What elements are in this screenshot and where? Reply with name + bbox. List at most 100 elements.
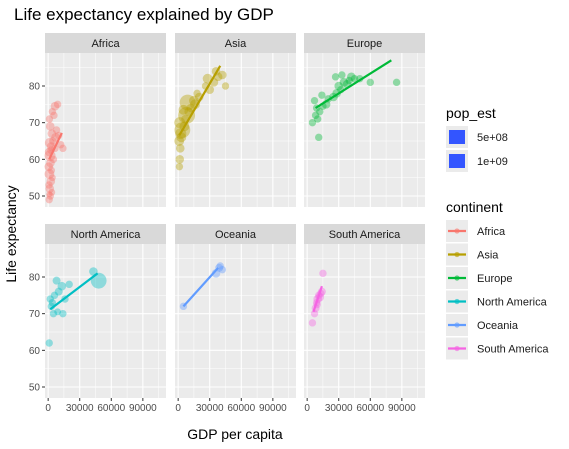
data-point [57,281,67,291]
x-tick-label: 90000 [259,403,287,414]
data-point [54,308,62,316]
data-point [218,70,227,80]
facet-panel: Europe [304,33,425,207]
data-point [47,166,56,175]
data-point [175,162,184,171]
y-tick-label: 70 [29,118,41,129]
data-point [313,115,322,123]
facet-strip-label: North America [71,229,142,241]
y-tick-label: 60 [29,155,41,166]
facet-strip-label: South America [329,229,401,241]
data-point [46,191,53,198]
trend-line [48,132,63,160]
data-point [175,144,185,153]
x-tick-label: 30000 [325,403,353,414]
x-tick-label: 60000 [227,403,255,414]
trend-line [178,65,222,137]
data-point [331,73,340,81]
data-point [190,99,200,110]
color-legend: continent Africa Asia Europe North America O… [446,199,549,360]
data-point [45,184,55,193]
data-point [48,298,57,307]
data-point [347,72,356,82]
color-legend-label: Africa [477,226,506,238]
facet-strip-label: Africa [91,38,120,50]
chart-title: Life expectancy explained by GDP [14,5,274,24]
data-point [178,104,189,115]
data-point [45,122,55,131]
data-point [46,177,56,186]
data-point [193,89,201,98]
data-point [46,192,54,200]
panel-background [175,53,296,207]
data-point [216,262,224,270]
data-point [54,287,63,296]
facet-strip-label: Oceania [215,229,257,241]
data-point [48,107,57,116]
x-tick-label: 60000 [356,403,384,414]
y-tick-label: 80 [29,273,41,284]
facet-panel: Oceania 0 30000 60000 90000 [175,224,296,414]
color-legend-point [454,251,460,258]
data-point [350,74,359,83]
data-point [47,129,57,138]
data-point [392,78,401,87]
data-point [189,95,199,106]
x-tick-label: 60000 [97,403,125,414]
facet-strip [304,33,425,53]
data-point [318,91,326,99]
data-point [59,309,67,318]
facet-panel: Africa 50 60 70 80 [29,33,166,207]
data-point [50,291,59,300]
data-point [45,339,53,347]
color-legend-point [454,275,460,281]
trend-line [49,272,99,311]
color-legend-point [454,345,460,352]
data-point [308,118,317,127]
color-legend-label: North America [477,297,548,309]
data-point [315,133,323,142]
data-point [174,136,185,146]
y-axis-label: Life expectancy [3,185,19,282]
y-tick-label: 70 [29,309,41,320]
y-tick-label: 50 [29,192,41,203]
color-legend-label: South America [477,344,549,356]
x-axis-label: GDP per capita [187,426,283,442]
data-point [50,101,60,111]
color-legend-title: continent [446,199,503,215]
data-point [221,82,230,90]
facet-strip [175,224,296,244]
size-legend-title: pop_est [446,105,496,121]
data-point [345,76,353,85]
data-point [57,140,65,149]
data-point [48,174,56,182]
data-point [311,111,320,120]
data-point [44,162,54,171]
y-tick-label: 50 [29,383,41,394]
facet-strip [304,224,425,244]
data-point [44,137,55,148]
data-point [50,111,58,120]
data-point [46,158,55,168]
trend-line [314,59,392,109]
x-tick-label: 0 [175,403,181,414]
x-tick-label: 30000 [66,403,94,414]
data-point [316,107,324,116]
data-point [310,309,319,318]
data-point [178,106,196,124]
panel-background [304,244,425,398]
x-tick-label: 90000 [129,403,157,414]
facet-strip [45,33,166,53]
panel-background [45,244,166,398]
facet-strip-label: Asia [225,38,247,50]
data-point [338,71,346,79]
data-point [45,195,53,204]
facet-panel: South America 0 30000 60000 90000 [304,224,425,414]
panel-background [304,53,425,207]
data-point [49,155,58,164]
data-point [218,265,227,274]
data-point [65,280,73,289]
facet-panel: North America 50 60 70 80 0 30000 60000 90000 [29,224,166,414]
x-tick-label: 90000 [388,403,416,414]
